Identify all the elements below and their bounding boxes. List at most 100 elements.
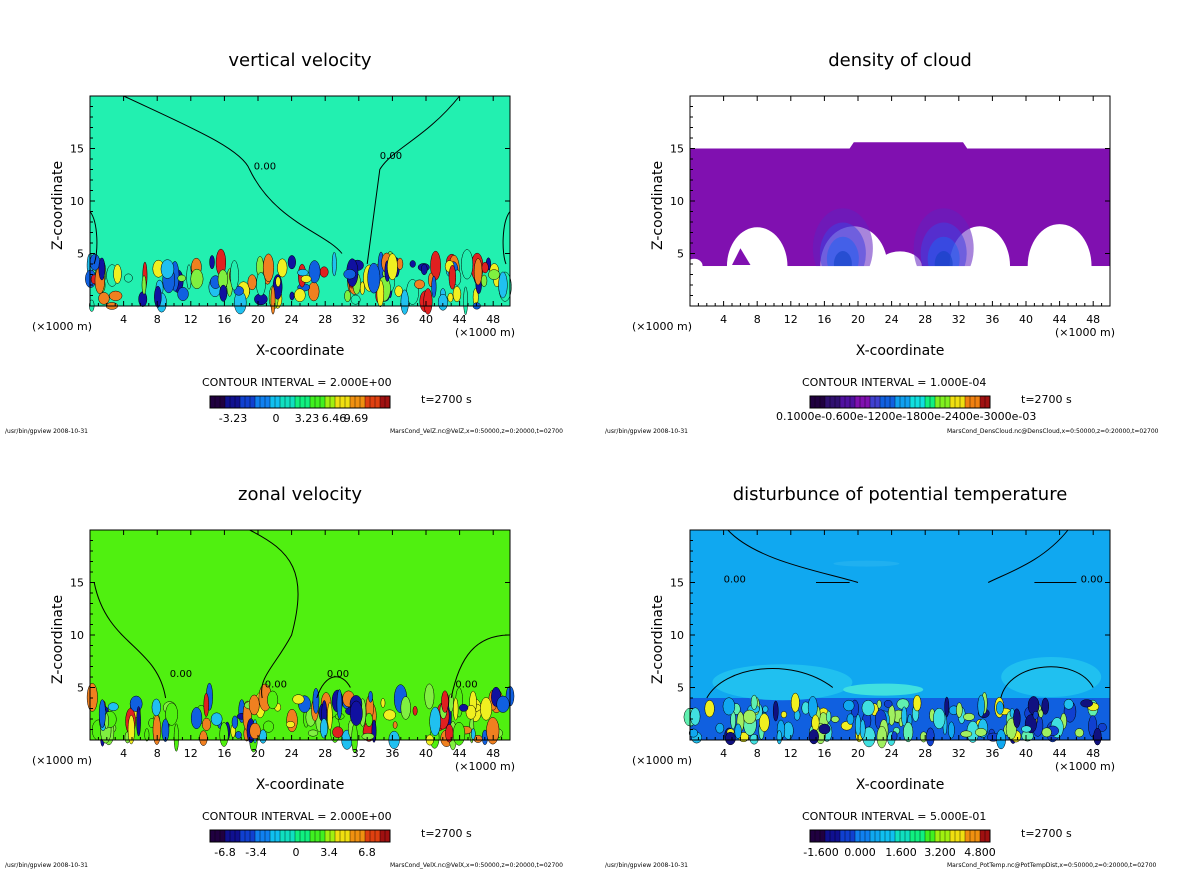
colorbar-tick-label: -1.600 — [803, 846, 838, 859]
flow-cell — [343, 269, 356, 280]
flow-cell — [776, 730, 782, 745]
colorbar-segment — [235, 396, 241, 408]
colorbar-tick-label: 3.200 — [924, 846, 956, 859]
colorbar-segment — [230, 830, 236, 842]
flow-cell — [461, 249, 474, 280]
colorbar-segment — [220, 396, 226, 408]
flow-cell — [414, 279, 425, 289]
contour-line — [316, 676, 351, 699]
flow-cell — [1097, 722, 1107, 732]
flow-cell — [383, 709, 396, 721]
colorbar-segment — [355, 830, 361, 842]
colorbar-segment — [210, 830, 216, 842]
x-tick-label: 24 — [285, 313, 299, 326]
flow-cell — [109, 290, 123, 301]
x-tick-label: 4 — [720, 747, 727, 760]
flow-cell — [359, 281, 365, 295]
colorbar-tick-label: -3.4 — [245, 846, 266, 859]
colorbar-segment — [215, 396, 221, 408]
flow-cell — [387, 253, 398, 281]
flow-cell — [920, 731, 928, 743]
colorbar-segment — [930, 830, 936, 842]
flow-cell — [380, 698, 386, 708]
colorbar-segment — [985, 396, 991, 408]
colorbar-segment — [900, 830, 906, 842]
warm-region — [712, 664, 853, 701]
x-tick-label: 24 — [885, 747, 899, 760]
flow-cell — [320, 718, 328, 739]
colorbar-segment — [325, 396, 331, 408]
contour-label: 0.00 — [380, 151, 402, 162]
flow-cell — [688, 728, 698, 738]
flow-cell — [98, 292, 110, 305]
flow-cell — [975, 728, 987, 737]
contour-interval: CONTOUR INTERVAL = 2.000E+00 — [202, 376, 392, 389]
colorbar-segment — [260, 396, 266, 408]
plot-svg: 0.00 0.004 8 12 16 20 24 28 32 36 40 44 4851015-1.60… — [670, 529, 1111, 859]
colorbar-segment — [310, 830, 316, 842]
colorbar-segment — [375, 396, 381, 408]
contour-line — [727, 529, 859, 583]
flow-cell — [1093, 727, 1102, 746]
colorbar-segment — [345, 830, 351, 842]
y-tick-label: 15 — [670, 143, 684, 156]
x-tick-label: 20 — [851, 313, 865, 326]
colorbar-segment — [210, 396, 216, 408]
x-unit-right: (×1000 m) — [1055, 326, 1116, 339]
x-tick-label: 40 — [419, 313, 433, 326]
flow-cell — [151, 698, 161, 717]
colorbar-tick-label: 9.69 — [344, 412, 369, 425]
flow-cell — [392, 721, 398, 729]
flow-cell — [780, 711, 787, 719]
flow-cell — [420, 263, 428, 276]
y-axis-label: Z-coordinate — [50, 594, 66, 684]
colorbar-tick-label: 1.600 — [885, 846, 917, 859]
colorbar-segment — [890, 396, 896, 408]
flow-cell — [447, 292, 454, 303]
flow-cell — [861, 700, 875, 716]
colorbar-segment — [225, 830, 231, 842]
flow-cell — [480, 697, 493, 721]
colorbar-segment — [815, 396, 821, 408]
colorbar-segment — [295, 830, 301, 842]
colorbar-segment — [895, 830, 901, 842]
x-tick-label: 48 — [486, 747, 500, 760]
warm-region — [1001, 657, 1102, 697]
colorbar-segment — [910, 830, 916, 842]
colorbar-segment — [825, 830, 831, 842]
colorbar-tick-label: 0 — [293, 846, 300, 859]
x-unit-right: (×1000 m) — [455, 760, 516, 773]
flow-cell — [441, 690, 449, 713]
colorbar-segment — [330, 830, 336, 842]
x-unit-left: (×1000 m) — [32, 320, 93, 333]
x-tick-label: 32 — [352, 747, 366, 760]
colorbar-tick-label: 0 — [273, 412, 280, 425]
x-tick-label: 8 — [154, 747, 161, 760]
x-tick-label: 8 — [754, 313, 761, 326]
colorbar-segment — [940, 830, 946, 842]
flow-cell — [704, 699, 715, 718]
flow-cell — [297, 269, 309, 277]
colorbar-segment — [375, 830, 381, 842]
colorbar-segment — [870, 830, 876, 842]
footer-left: /usr/bin/gpview 2008-10-31 — [5, 428, 88, 435]
flow-cell — [1021, 725, 1032, 733]
flow-cell — [277, 258, 288, 278]
colorbar-segment — [915, 396, 921, 408]
cloud-region — [690, 142, 1110, 267]
colorbar-segment — [260, 830, 266, 842]
colorbar-segment — [860, 396, 866, 408]
flow-cell — [424, 683, 435, 710]
flow-cell — [199, 730, 208, 746]
flow-cell — [177, 274, 186, 282]
colorbar-segment — [240, 396, 246, 408]
colorbar-segment — [350, 830, 356, 842]
x-tick-label: 16 — [817, 747, 831, 760]
flow-cell — [248, 694, 260, 716]
y-tick-label: 5 — [77, 248, 84, 261]
contour-label: 0.00 — [254, 162, 276, 173]
colorbar-segment — [930, 396, 936, 408]
flow-cell — [203, 692, 209, 717]
x-tick-label: 48 — [486, 313, 500, 326]
colorbar-segment — [950, 396, 956, 408]
